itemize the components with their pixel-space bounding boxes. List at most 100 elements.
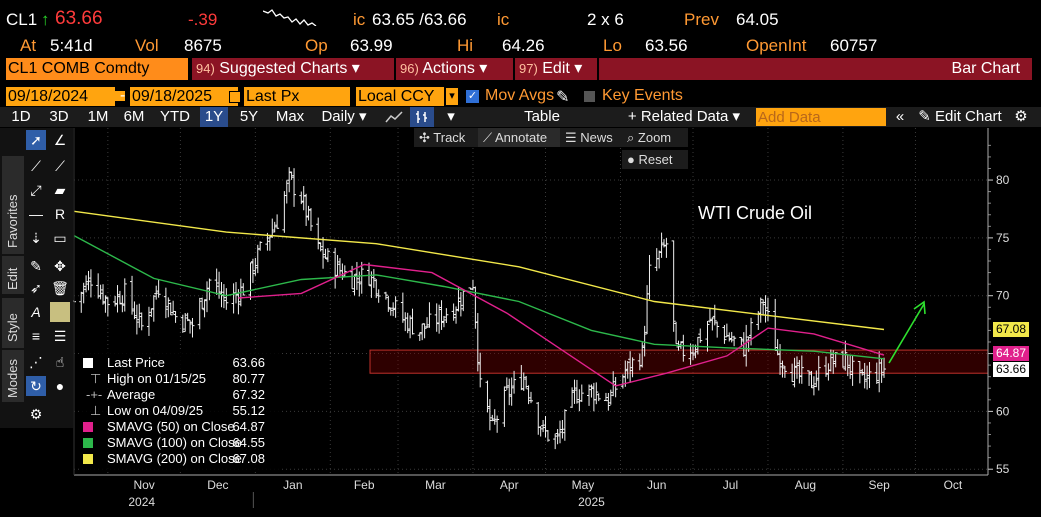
high-label: Hi xyxy=(457,36,474,55)
legend-sma50[interactable]: SMAVG (50) on Close 64.87 xyxy=(80,419,280,435)
annotate-button[interactable]: ⟋ Annotate xyxy=(478,128,566,147)
multi-color-icon[interactable]: ● xyxy=(55,378,65,394)
legend-last-price[interactable]: Last Price 63.66 xyxy=(80,355,280,371)
open-interest-label: OpenInt xyxy=(746,36,807,55)
channel-icon[interactable]: ▰ xyxy=(54,182,66,198)
trendline-icon[interactable]: ⟋ xyxy=(31,158,41,174)
pencil-icon[interactable]: ✎ xyxy=(556,89,570,106)
chart-type-bar[interactable]: Bar Chart xyxy=(599,58,1032,80)
track-button[interactable]: ✣ Track xyxy=(414,128,486,147)
horizontal-line-icon[interactable]: ― xyxy=(29,206,43,222)
crosshair-mode-icon[interactable]: ⋰ xyxy=(29,354,43,370)
chart-options-icon[interactable]: ▾ xyxy=(447,108,455,125)
currency-label: Local CCY xyxy=(358,88,435,105)
text-icon[interactable]: A xyxy=(31,304,41,320)
mov-avgs-checkbox[interactable]: ✓ xyxy=(466,90,479,103)
currency-dropdown-icon[interactable]: ▾ xyxy=(446,88,458,105)
tab-favorites[interactable]: Favorites xyxy=(2,156,24,254)
line-chart-icon[interactable] xyxy=(381,107,407,127)
tab-style[interactable]: Style xyxy=(2,298,24,348)
start-calendar-icon[interactable] xyxy=(115,91,125,101)
tf-1d[interactable]: 1D xyxy=(11,108,31,125)
quote-line-2: At 5:41d Vol 8675 Op 63.99 Hi 64.26 Lo 6… xyxy=(0,36,1041,56)
refresh-mode-icon[interactable]: ↻ xyxy=(26,376,46,396)
fib-icon[interactable]: ⇣ xyxy=(30,230,42,246)
tf-6m[interactable]: 6M xyxy=(123,108,145,125)
bar-chart-icon[interactable] xyxy=(410,107,434,127)
price-zone xyxy=(369,349,989,374)
prev-label: Prev xyxy=(684,10,719,29)
ticker[interactable]: CL1 xyxy=(6,10,38,29)
start-date-field[interactable]: 09/18/2024 xyxy=(6,87,115,106)
zoom-label: Zoom xyxy=(637,130,672,145)
price-field[interactable]: Last Px xyxy=(244,87,350,106)
zoom-button[interactable]: ⌕ Zoom xyxy=(622,128,688,147)
key-events-checkbox[interactable] xyxy=(584,91,595,102)
suggested-charts-label: Suggested Charts ▾ xyxy=(219,60,360,77)
sma100-line xyxy=(73,234,885,360)
tf-max[interactable]: Max xyxy=(275,108,305,125)
legend-sma200[interactable]: SMAVG (200) on Close 67.08 xyxy=(80,451,280,467)
add-data-input[interactable]: Add Data xyxy=(756,108,886,126)
legend-swatch-magenta xyxy=(83,422,93,432)
track-icon: ✣ xyxy=(419,130,434,145)
tf-3d[interactable]: 3D xyxy=(49,108,69,125)
color-swatch-icon[interactable] xyxy=(50,302,70,322)
related-data-menu[interactable]: + Related Data ▾ xyxy=(627,108,741,125)
y-tick-label: 70 xyxy=(996,289,1010,303)
reset-button[interactable]: ● Reset xyxy=(622,150,688,169)
edit-chart-button[interactable]: ✎ Edit Chart xyxy=(914,107,1006,127)
move-icon[interactable]: ✥ xyxy=(54,258,66,274)
security-field[interactable]: CL1 COMB Comdty xyxy=(6,58,188,80)
end-date-field[interactable]: 09/18/2025 xyxy=(130,87,238,106)
trash-icon[interactable]: 🗑 xyxy=(51,280,69,296)
news-icon: ☰ xyxy=(565,130,581,145)
pen-icon[interactable]: ✎ xyxy=(30,258,42,274)
table-button[interactable]: Table xyxy=(468,107,616,127)
toolbox-settings-icon[interactable]: ⚙ xyxy=(29,406,43,422)
average-marker-icon: -+- xyxy=(86,387,103,402)
high-price: 64.26 xyxy=(502,36,545,55)
news-button[interactable]: ☰ News xyxy=(560,128,624,147)
add-data-placeholder: Add Data xyxy=(758,109,821,126)
tf-1m[interactable]: 1M xyxy=(87,108,109,125)
legend-high[interactable]: ⊤ High on 01/15/25 80.77 xyxy=(90,371,265,386)
tf-1y[interactable]: 1Y xyxy=(200,107,228,127)
pointer-icon[interactable]: ➚ xyxy=(26,130,46,150)
x-tick-label: Apr xyxy=(500,478,519,492)
ray-icon[interactable]: ⟋ xyxy=(55,158,65,174)
chart-annotation[interactable]: WTI Crude Oil xyxy=(698,203,813,223)
period-dropdown[interactable]: Daily ▾ xyxy=(321,108,367,125)
collapse-icon[interactable]: « xyxy=(895,108,905,125)
edit-chart-label: Edit Chart xyxy=(935,108,1002,125)
tab-modes[interactable]: Modes xyxy=(2,350,24,402)
legend-low[interactable]: ⊥ Low on 04/09/25 55.12 xyxy=(90,403,265,418)
tf-5y[interactable]: 5Y xyxy=(239,108,259,125)
volume: 8675 xyxy=(184,36,222,55)
arrow-line-icon[interactable]: ⤢ xyxy=(30,182,42,198)
end-calendar-icon[interactable] xyxy=(229,91,241,103)
suggested-charts-menu[interactable]: 94) Suggested Charts ▾ xyxy=(192,58,394,80)
edit-menu[interactable]: 97) Edit ▾ xyxy=(515,58,597,80)
line-style-icon[interactable]: ≡ xyxy=(31,328,41,344)
low-price: 63.56 xyxy=(645,36,688,55)
draw-line-icon[interactable]: ∠ xyxy=(53,132,67,148)
select-icon[interactable]: ➶ xyxy=(30,280,42,296)
tab-edit[interactable]: Edit xyxy=(2,256,24,294)
rectangle-icon[interactable]: ▭ xyxy=(53,230,67,246)
settings-gear-icon[interactable]: ⚙ xyxy=(1014,108,1028,125)
actions-menu[interactable]: 96) Actions ▾ xyxy=(396,58,513,80)
currency-field[interactable]: Local CCY xyxy=(356,87,444,106)
reset-label: Reset xyxy=(638,152,673,167)
retracement-icon[interactable]: R xyxy=(54,206,66,222)
cursor-mode-icon[interactable]: ☝ xyxy=(55,354,65,370)
tf-ytd[interactable]: YTD xyxy=(160,108,190,125)
legend-average[interactable]: -+- Average 67.32 xyxy=(86,387,265,402)
ic-label-2: ic xyxy=(497,10,510,29)
sparkline-icon xyxy=(262,8,323,31)
open-interest: 60757 xyxy=(830,36,878,55)
legend-sma100[interactable]: SMAVG (100) on Close 64.55 xyxy=(80,435,280,451)
x-tick-label: Mar xyxy=(425,478,446,492)
line-width-icon[interactable]: ☰ xyxy=(53,328,67,344)
annotate-icon: ⟋ xyxy=(483,130,495,145)
